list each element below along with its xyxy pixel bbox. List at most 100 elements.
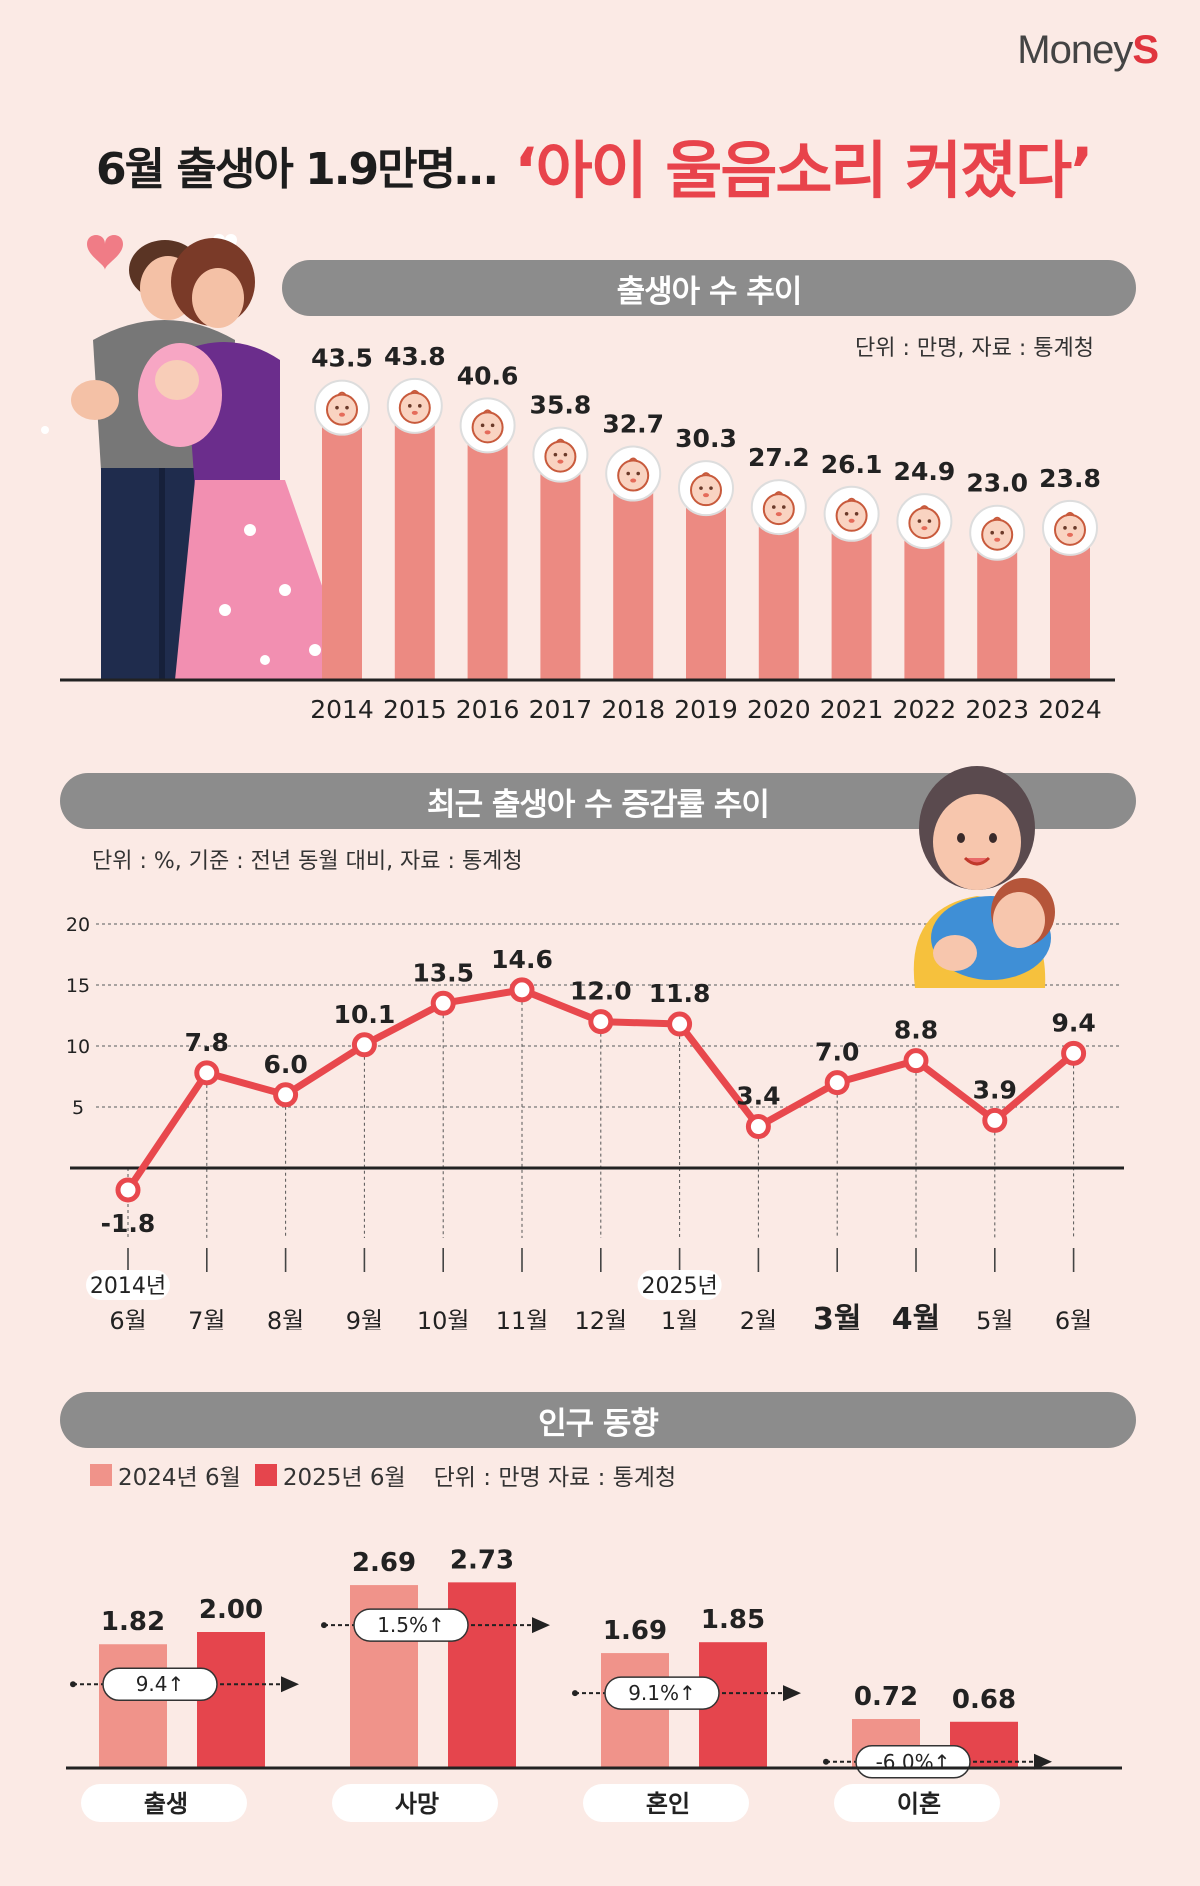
legend-swatch-2025 — [254, 1464, 277, 1486]
data-point — [745, 1114, 771, 1140]
baby-face-eye — [490, 423, 495, 428]
data-label: 13.5 — [412, 958, 474, 987]
baby-face-eye — [917, 519, 922, 523]
x-tick-label: 1월 — [661, 1307, 698, 1330]
x-tick-2016: 2016 — [456, 695, 520, 724]
baby-face-mouth — [339, 412, 345, 417]
headline-part1: 6월 출생아 1.9만명… — [96, 144, 498, 195]
data-label-2014: 43.5 — [311, 344, 373, 373]
x-tick-label: 11월 — [496, 1307, 549, 1330]
category-label-이혼: 이혼 — [897, 1790, 941, 1818]
data-point — [588, 1009, 614, 1035]
data-label-2024: 23.8 — [1039, 464, 1101, 493]
headline-part2: ‘아이 울음소리 커졌다’ — [514, 134, 1094, 207]
change-arrow-start — [321, 1622, 327, 1629]
bar-2024 — [1050, 534, 1090, 680]
change-label-이혼: -6.0%↑ — [876, 1750, 951, 1774]
data-label: 7.0 — [815, 1038, 859, 1067]
x-tick-2017: 2017 — [529, 695, 593, 724]
baby-face-icon — [314, 379, 370, 436]
data-point — [824, 1070, 850, 1096]
x-tick-label: 9월 — [346, 1307, 383, 1330]
baby-face-mouth — [1067, 532, 1073, 537]
baby-face-eye — [626, 471, 630, 476]
baby-face-icon — [532, 426, 589, 483]
baby-face-eye — [345, 405, 349, 410]
data-label-2017: 35.8 — [530, 391, 592, 420]
bar-2014 — [322, 414, 362, 680]
baby-face-hair — [701, 472, 711, 477]
bar-2019 — [686, 495, 726, 680]
bar-2015 — [394, 412, 435, 680]
x-tick-2019: 2019 — [674, 695, 738, 724]
baby-face-mouth — [484, 430, 491, 435]
data-label-이혼-1: 0.68 — [952, 1685, 1016, 1715]
bar-2020 — [758, 514, 799, 680]
baby-face-hair — [482, 409, 493, 414]
data-point — [430, 990, 456, 1016]
section1-title: 출생아 수 추이 — [282, 260, 1136, 316]
baby-face-eye — [418, 404, 422, 408]
category-pill-출생 — [81, 1784, 247, 1822]
x-tick-label: 8월 — [267, 1307, 304, 1330]
baby-face-head — [835, 499, 868, 532]
baby-face-hair — [628, 457, 639, 463]
mother-baby-illustration — [913, 766, 1055, 988]
change-arrow-start — [572, 1690, 578, 1697]
baby-face-mouth — [630, 478, 637, 483]
data-point — [982, 1107, 1008, 1133]
x-tick-2015: 2015 — [383, 695, 447, 724]
change-label-사망: 1.5%↑ — [377, 1613, 445, 1637]
baby-face-icon — [750, 479, 807, 536]
data-point — [667, 1011, 693, 1037]
legend: 2024년 6월 2025년 6월 단위 : 만명 자료 : 통계청 — [90, 1458, 676, 1492]
data-label-2023: 23.0 — [966, 469, 1028, 498]
x-tick-2024: 2024 — [1038, 695, 1102, 724]
data-label-혼인-0: 1.69 — [603, 1616, 667, 1646]
family-illustration — [41, 234, 355, 680]
baby-face-eye — [699, 486, 703, 490]
data-label: 11.8 — [649, 979, 711, 1008]
baby-face-head — [544, 440, 577, 473]
baby-face-hair — [773, 491, 784, 496]
data-label-출생-1: 2.00 — [199, 1595, 263, 1625]
baby-face-icon — [823, 485, 880, 542]
baby-face-eye — [990, 530, 994, 535]
baby-face-eye — [709, 486, 713, 490]
data-label: 10.1 — [334, 1000, 396, 1029]
baby-face-head — [908, 507, 941, 540]
baby-face-icon — [605, 445, 662, 502]
data-label-2015: 43.8 — [384, 342, 446, 371]
baby-face-hair — [846, 497, 857, 503]
births-bar-chart: 43.5 2014 43.8 2015 40.6 2016 35.8 2017 32.7 2018… — [60, 342, 1115, 724]
x-tick-2022: 2022 — [893, 695, 957, 724]
baby-face-head — [690, 474, 722, 507]
data-label-혼인-1: 1.85 — [701, 1605, 765, 1635]
baby-face-head — [471, 411, 504, 444]
change-arrow-head — [281, 1676, 299, 1693]
x-tick-2014: 2014 — [310, 695, 374, 724]
change-badge — [102, 1667, 218, 1701]
baby-face-mouth — [557, 459, 564, 464]
year-badge — [637, 1270, 722, 1300]
bar-출생-1 — [197, 1632, 265, 1768]
legend-label-2025: 2025년 6월 — [282, 1465, 406, 1491]
section1-note: 단위 : 만명, 자료 : 통계청 — [855, 336, 1094, 361]
legend-label-2024: 2024년 6월 — [118, 1465, 241, 1491]
data-label: 9.4 — [1051, 1008, 1095, 1037]
data-label-2022: 24.9 — [894, 457, 956, 486]
y-tick-10: 10 — [66, 1036, 90, 1058]
data-label: 8.8 — [894, 1016, 938, 1045]
baby-face-hair — [1065, 511, 1075, 517]
rate-line-chart: 20 15 10 5 -1.8 6월 7.8 7월 6.0 8월 10.1 9월 13.5 10월 14.6… — [66, 914, 1124, 1330]
change-arrow-start — [70, 1681, 76, 1688]
headline: 6월 출생아 1.9만명… ‘아이 울음소리 커졌다’ — [96, 120, 1146, 210]
baby-face-head — [326, 393, 358, 426]
baby-face-hair — [919, 505, 930, 510]
data-label: 7.8 — [185, 1028, 229, 1057]
legend-item-2025: 2025년 6월 — [254, 1458, 406, 1492]
baby-face-icon — [678, 460, 734, 517]
data-label-2020: 27.2 — [748, 443, 810, 472]
baby-face-eye — [782, 505, 786, 509]
legend-swatch-2024 — [90, 1464, 112, 1486]
